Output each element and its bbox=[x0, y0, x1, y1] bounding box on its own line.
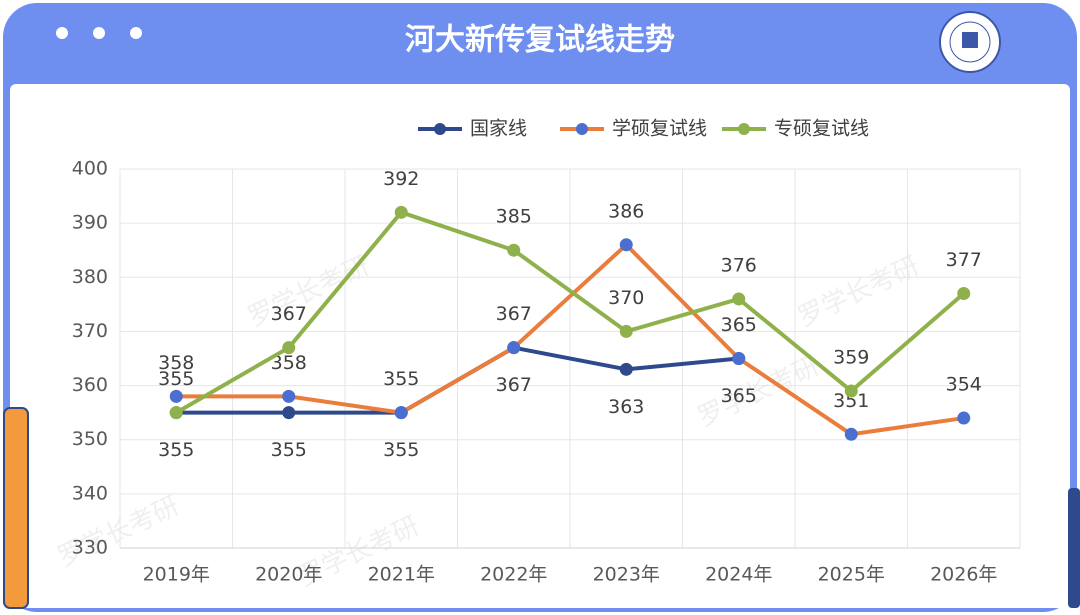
point bbox=[507, 341, 521, 355]
legend-label: 专硕复试线 bbox=[774, 118, 869, 140]
series-line bbox=[175, 210, 966, 415]
value-label: 365 bbox=[721, 314, 757, 336]
value-label: 355 bbox=[271, 439, 307, 461]
value-label: 358 bbox=[271, 352, 307, 374]
x-tick-label: 2024年 bbox=[705, 564, 772, 586]
chart-title: 河大新传复试线走势 bbox=[405, 23, 675, 58]
point bbox=[957, 411, 971, 425]
legend-marker bbox=[738, 123, 750, 135]
point bbox=[282, 341, 296, 355]
point bbox=[957, 287, 971, 301]
x-tick-label: 2026年 bbox=[930, 564, 997, 586]
y-tick-label: 380 bbox=[72, 266, 108, 288]
value-label: 359 bbox=[833, 346, 869, 368]
value-label: 385 bbox=[496, 206, 532, 228]
x-tick-label: 2020年 bbox=[255, 564, 322, 586]
point bbox=[844, 384, 858, 398]
value-label: 367 bbox=[496, 303, 532, 325]
value-label: 367 bbox=[496, 374, 532, 396]
point bbox=[394, 205, 408, 219]
point bbox=[507, 243, 521, 257]
value-label: 386 bbox=[608, 200, 644, 222]
point bbox=[732, 352, 746, 365]
point bbox=[169, 406, 183, 420]
y-tick-label: 340 bbox=[72, 482, 108, 504]
point bbox=[619, 362, 633, 376]
pencil bbox=[3, 407, 29, 609]
point bbox=[619, 324, 633, 338]
value-label: 367 bbox=[271, 303, 307, 325]
point bbox=[282, 406, 296, 420]
y-tick-label: 350 bbox=[72, 428, 108, 450]
value-label: 376 bbox=[721, 254, 757, 276]
x-tick-label: 2019年 bbox=[143, 564, 210, 586]
point bbox=[844, 427, 858, 441]
value-label: 351 bbox=[833, 390, 869, 412]
x-tick-label: 2025年 bbox=[818, 564, 885, 586]
x-tick-label: 2021年 bbox=[368, 564, 435, 586]
side-tab bbox=[1068, 488, 1080, 608]
value-label: 392 bbox=[383, 168, 419, 190]
x-tick-label: 2023年 bbox=[593, 564, 660, 586]
value-label: 365 bbox=[721, 385, 757, 407]
dot bbox=[56, 27, 68, 39]
legend-label: 国家线 bbox=[470, 118, 527, 140]
value-label: 355 bbox=[383, 368, 419, 390]
point bbox=[732, 292, 746, 306]
x-tick-label: 2022年 bbox=[480, 564, 547, 586]
y-tick-label: 390 bbox=[72, 212, 108, 234]
logo-mark bbox=[962, 32, 978, 48]
point bbox=[394, 406, 408, 420]
dot bbox=[93, 27, 105, 39]
y-tick-label: 400 bbox=[72, 158, 108, 180]
legend-marker bbox=[434, 123, 446, 135]
point bbox=[282, 389, 296, 403]
point bbox=[169, 389, 183, 403]
y-tick-label: 330 bbox=[72, 537, 108, 559]
value-label: 377 bbox=[946, 249, 982, 271]
y-tick-label: 360 bbox=[72, 374, 108, 396]
value-label: 370 bbox=[608, 287, 644, 309]
value-label: 355 bbox=[158, 439, 194, 461]
value-label: 355 bbox=[383, 439, 419, 461]
dot bbox=[130, 27, 142, 39]
value-label: 355 bbox=[158, 368, 194, 390]
legend-marker bbox=[576, 123, 588, 135]
point bbox=[619, 238, 633, 252]
legend-label: 学硕复试线 bbox=[612, 118, 707, 140]
y-tick-label: 370 bbox=[72, 320, 108, 342]
series-line bbox=[176, 242, 965, 437]
panel bbox=[10, 84, 1070, 608]
value-label: 358 bbox=[158, 352, 194, 374]
value-label: 354 bbox=[946, 374, 982, 396]
logo-ring bbox=[949, 21, 991, 63]
value-label: 363 bbox=[608, 396, 644, 418]
